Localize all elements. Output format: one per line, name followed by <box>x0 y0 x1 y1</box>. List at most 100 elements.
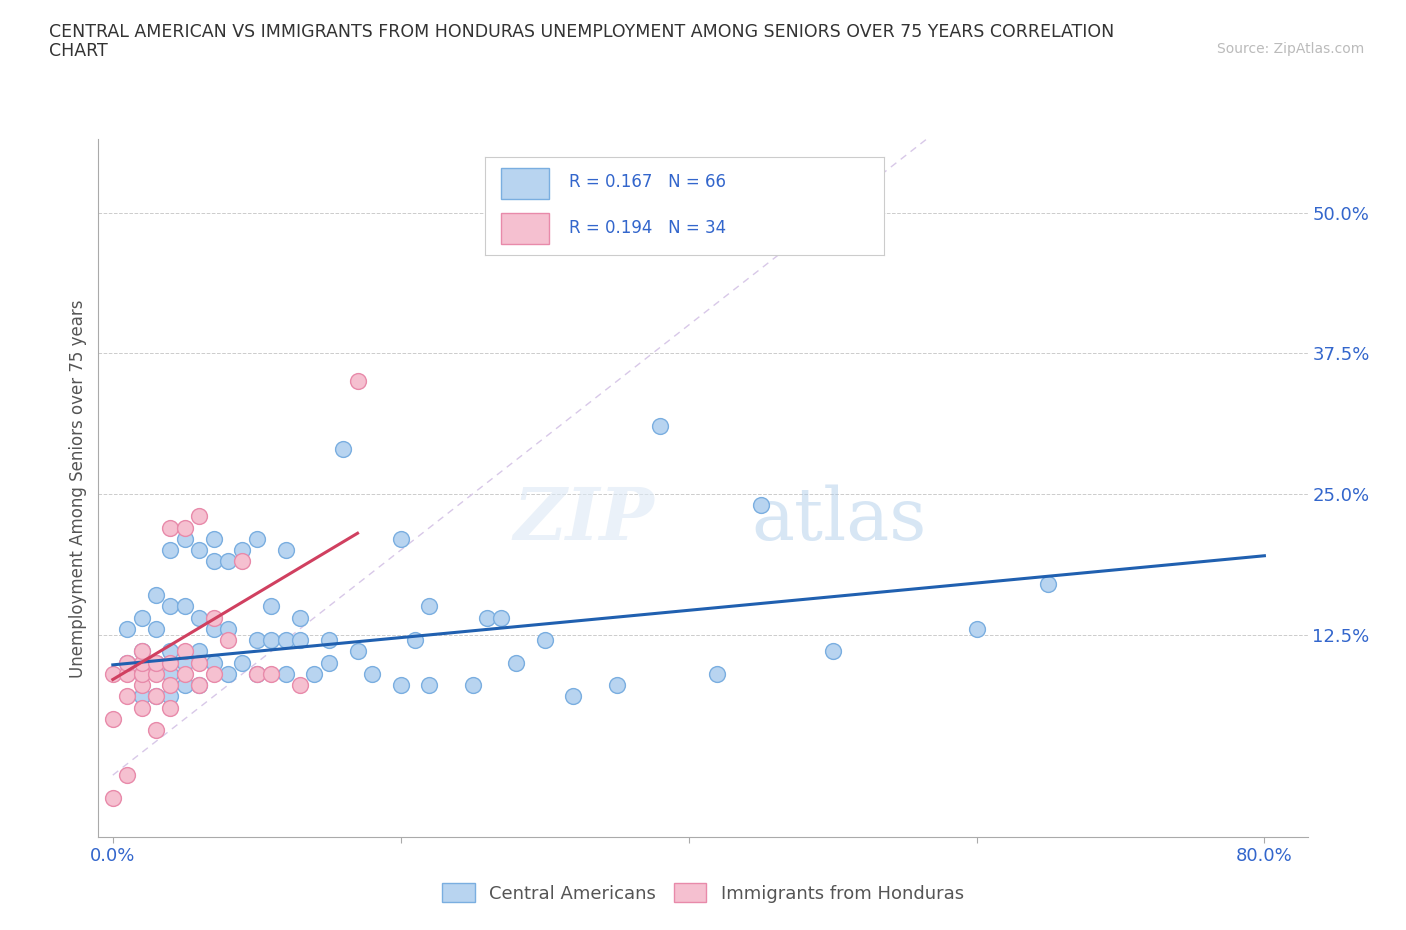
Point <box>188 610 211 625</box>
Point <box>188 644 211 658</box>
Point <box>966 621 988 636</box>
Point <box>115 621 138 636</box>
Point <box>188 509 211 524</box>
Point <box>159 543 181 558</box>
Point <box>159 700 181 715</box>
Point <box>246 531 269 546</box>
Point <box>231 554 253 569</box>
Point <box>202 554 225 569</box>
Point <box>231 655 253 670</box>
Point <box>173 667 195 682</box>
Point <box>115 667 138 682</box>
Point <box>173 655 195 670</box>
Point <box>288 678 311 693</box>
Point <box>318 655 340 670</box>
Point <box>188 678 211 693</box>
Point <box>475 610 498 625</box>
Point <box>648 418 671 433</box>
Point <box>288 610 311 625</box>
Point <box>159 655 181 670</box>
Text: CHART: CHART <box>49 42 108 60</box>
Point <box>246 667 269 682</box>
Point <box>260 599 283 614</box>
Point <box>562 689 585 704</box>
Point <box>145 655 167 670</box>
Point <box>505 655 527 670</box>
Point <box>217 621 239 636</box>
Point <box>533 632 555 647</box>
Point <box>260 632 283 647</box>
Point <box>318 632 340 647</box>
Point <box>418 678 440 693</box>
Point <box>202 621 225 636</box>
Point <box>115 655 138 670</box>
Point <box>115 689 138 704</box>
Point <box>159 667 181 682</box>
Point <box>188 543 211 558</box>
Point <box>131 655 153 670</box>
Point <box>145 689 167 704</box>
Point <box>188 678 211 693</box>
Point <box>145 655 167 670</box>
Point <box>274 667 297 682</box>
Point <box>389 531 412 546</box>
Text: atlas: atlas <box>751 485 927 555</box>
Point <box>404 632 426 647</box>
Point <box>159 689 181 704</box>
Point <box>145 621 167 636</box>
Point <box>131 700 153 715</box>
Y-axis label: Unemployment Among Seniors over 75 years: Unemployment Among Seniors over 75 years <box>69 299 87 677</box>
Text: CENTRAL AMERICAN VS IMMIGRANTS FROM HONDURAS UNEMPLOYMENT AMONG SENIORS OVER 75 : CENTRAL AMERICAN VS IMMIGRANTS FROM HOND… <box>49 23 1115 41</box>
Point <box>260 667 283 682</box>
Point <box>131 689 153 704</box>
Point <box>159 644 181 658</box>
Point <box>217 554 239 569</box>
Point <box>173 678 195 693</box>
Point <box>246 667 269 682</box>
Point <box>131 667 153 682</box>
Point <box>749 498 772 512</box>
Point <box>173 599 195 614</box>
Point <box>217 667 239 682</box>
Point <box>288 632 311 647</box>
Point <box>159 520 181 535</box>
Point <box>346 644 368 658</box>
Point <box>606 678 628 693</box>
Point <box>145 588 167 603</box>
Point <box>491 610 513 625</box>
Point <box>346 374 368 389</box>
Point <box>461 678 484 693</box>
Point <box>131 678 153 693</box>
Point <box>706 667 728 682</box>
Point <box>145 667 167 682</box>
Point <box>821 644 844 658</box>
Point <box>202 610 225 625</box>
Point <box>115 655 138 670</box>
Point <box>101 711 124 726</box>
Point <box>188 655 211 670</box>
Point <box>304 667 326 682</box>
Point <box>274 632 297 647</box>
Point <box>115 767 138 782</box>
Point <box>131 610 153 625</box>
Point <box>418 599 440 614</box>
Point <box>389 678 412 693</box>
Point <box>131 667 153 682</box>
Point <box>145 723 167 737</box>
Point <box>361 667 384 682</box>
Point <box>101 790 124 805</box>
Point <box>101 667 124 682</box>
Point <box>145 689 167 704</box>
Point <box>173 531 195 546</box>
Text: ZIP: ZIP <box>513 485 655 555</box>
Point <box>173 644 195 658</box>
Text: Source: ZipAtlas.com: Source: ZipAtlas.com <box>1216 42 1364 56</box>
Point <box>217 632 239 647</box>
Point <box>332 442 354 457</box>
Point <box>159 678 181 693</box>
Point <box>173 520 195 535</box>
Point <box>231 543 253 558</box>
Point <box>202 655 225 670</box>
Point <box>131 644 153 658</box>
Point <box>131 644 153 658</box>
